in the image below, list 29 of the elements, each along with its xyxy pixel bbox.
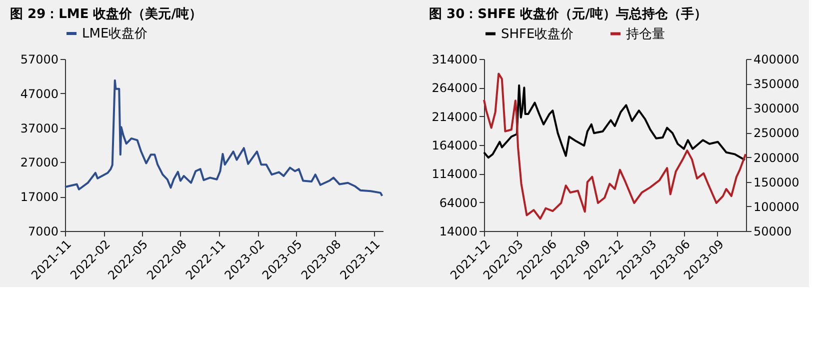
y-tick-label: 314000 xyxy=(432,52,478,66)
y2-tick-label: 400000 xyxy=(754,52,800,66)
y-tick-label: 214000 xyxy=(432,110,478,124)
line-series xyxy=(483,84,746,162)
y-tick-label: 57000 xyxy=(20,52,58,66)
line-series xyxy=(483,72,747,220)
chart-title: 图 30：SHFE 收盘价（元/吨）与总持仓（手） xyxy=(429,6,707,22)
y-tick-label: 7000 xyxy=(28,224,58,238)
y-tick-label: 264000 xyxy=(432,81,478,96)
chart-title: 图 29：LME 收盘价（美元/吨） xyxy=(10,6,202,22)
y2-tick-label: 50000 xyxy=(754,224,792,238)
legend-label: LME收盘价 xyxy=(82,26,148,42)
y-tick-label: 64000 xyxy=(439,196,478,210)
y2-tick-label: 350000 xyxy=(754,77,800,92)
line-series xyxy=(64,79,384,197)
y-tick-label: 14000 xyxy=(439,224,478,238)
y2-tick-label: 150000 xyxy=(754,175,800,190)
y-tick-label: 37000 xyxy=(20,121,58,136)
y-tick-label: 17000 xyxy=(20,190,58,204)
y-tick-label: 47000 xyxy=(20,86,58,101)
y2-tick-label: 100000 xyxy=(754,200,800,214)
legend-label: 持仓量 xyxy=(626,26,665,42)
y-tick-label: 114000 xyxy=(432,167,478,182)
y-tick-label: 164000 xyxy=(432,138,478,152)
y2-tick-label: 200000 xyxy=(754,150,800,165)
y-tick-label: 27000 xyxy=(20,156,58,170)
y2-tick-label: 250000 xyxy=(754,126,800,140)
legend-label: SHFE收盘价 xyxy=(501,26,574,42)
y2-tick-label: 300000 xyxy=(754,102,800,116)
